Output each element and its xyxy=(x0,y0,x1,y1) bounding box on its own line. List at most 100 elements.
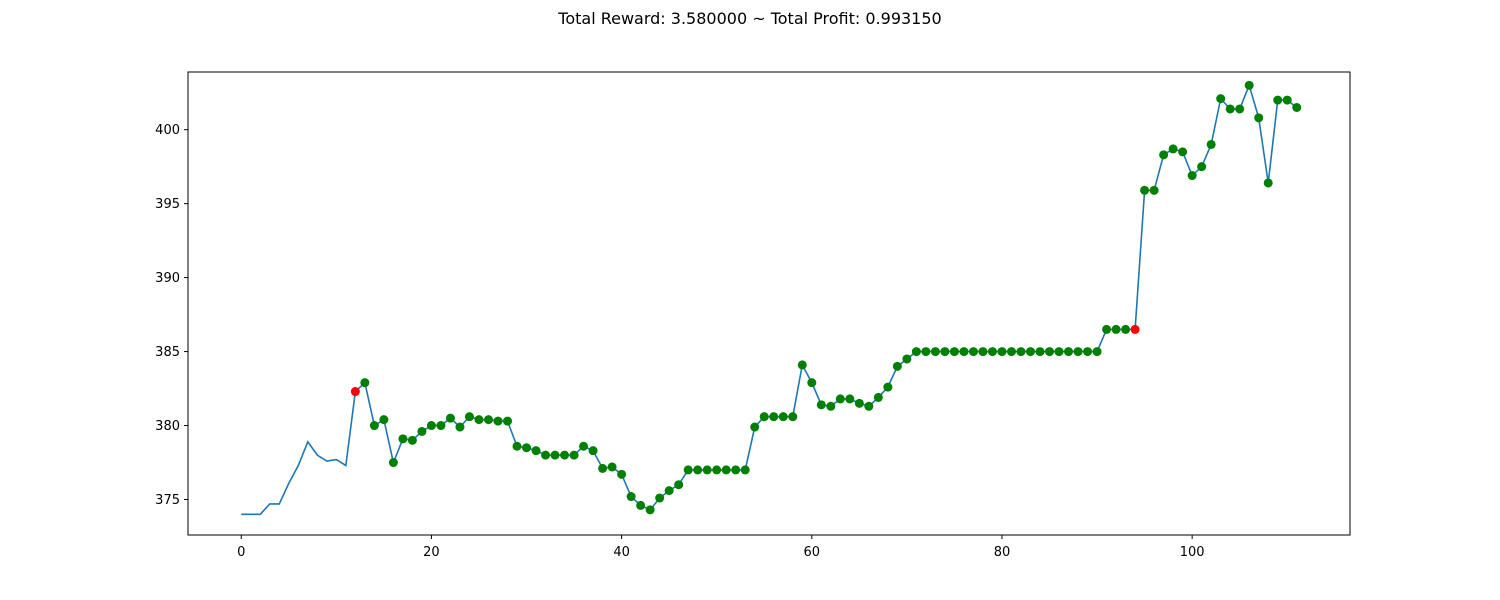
long-position-marker xyxy=(655,493,665,503)
long-position-marker xyxy=(987,347,997,357)
short-position-marker xyxy=(350,387,360,397)
long-position-marker xyxy=(417,426,427,436)
long-position-marker xyxy=(873,392,883,402)
long-position-marker xyxy=(1159,150,1169,160)
long-position-marker xyxy=(1111,324,1121,334)
long-position-marker xyxy=(1187,171,1197,181)
long-position-marker xyxy=(1254,113,1264,123)
y-axis: 375 380 385 390 395 400 xyxy=(155,123,188,508)
long-position-marker xyxy=(750,422,760,432)
long-position-marker xyxy=(1273,95,1283,105)
x-tick-label: 0 xyxy=(237,545,245,560)
long-position-marker xyxy=(445,413,455,423)
long-position-marker xyxy=(1073,347,1083,357)
long-position-marker xyxy=(1121,324,1131,334)
long-position-marker xyxy=(464,412,474,422)
x-tick-label: 80 xyxy=(994,545,1011,560)
chart-title: Total Reward: 3.580000 ~ Total Profit: 0… xyxy=(558,9,942,28)
plot-frame xyxy=(187,71,1351,536)
long-position-marker xyxy=(379,415,389,425)
long-position-marker xyxy=(1064,347,1074,357)
long-position-marker xyxy=(493,416,503,426)
long-position-marker xyxy=(940,347,950,357)
long-position-marker xyxy=(797,360,807,370)
y-tick-label: 380 xyxy=(155,419,180,434)
long-position-marker xyxy=(911,347,921,357)
long-position-marker xyxy=(1054,347,1064,357)
long-position-marker xyxy=(512,441,522,451)
long-position-marker xyxy=(474,415,484,425)
long-position-marker xyxy=(1083,347,1093,357)
long-position-marker xyxy=(1206,139,1216,149)
long-position-marker xyxy=(1197,162,1207,172)
y-tick-label: 400 xyxy=(155,123,180,138)
long-position-marker xyxy=(626,492,636,502)
long-position-marker xyxy=(921,347,931,357)
long-position-marker xyxy=(1006,347,1016,357)
long-position-marker xyxy=(997,347,1007,357)
short-position-marker xyxy=(1130,324,1140,334)
price-line xyxy=(241,82,1298,516)
long-position-marker xyxy=(1244,80,1254,90)
long-position-marker xyxy=(1178,147,1188,157)
y-tick-label: 385 xyxy=(155,345,180,360)
long-position-marker xyxy=(598,463,608,473)
long-position-marker xyxy=(949,347,959,357)
long-position-marker xyxy=(1292,103,1302,113)
long-position-marker xyxy=(483,415,493,425)
position-markers xyxy=(350,80,1302,515)
long-position-marker xyxy=(683,465,693,475)
long-position-marker xyxy=(607,462,617,472)
long-position-marker xyxy=(826,401,836,411)
long-position-marker xyxy=(1102,324,1112,334)
long-position-marker xyxy=(531,446,541,456)
long-position-marker xyxy=(883,382,893,392)
long-position-marker xyxy=(693,465,703,475)
long-position-marker xyxy=(1216,94,1226,104)
long-position-marker xyxy=(778,412,788,422)
long-position-marker xyxy=(759,412,769,422)
long-position-marker xyxy=(1140,185,1150,195)
long-position-marker xyxy=(645,505,655,515)
long-position-marker xyxy=(1016,347,1026,357)
long-position-marker xyxy=(816,400,826,410)
long-position-marker xyxy=(1235,104,1245,114)
long-position-marker xyxy=(930,347,940,357)
long-position-marker xyxy=(674,480,684,490)
long-position-marker xyxy=(807,378,817,388)
x-tick-label: 100 xyxy=(1180,545,1205,560)
long-position-marker xyxy=(864,401,874,411)
long-position-marker xyxy=(522,443,532,453)
x-tick-label: 40 xyxy=(613,545,630,560)
long-position-marker xyxy=(503,416,513,426)
long-position-marker xyxy=(636,500,646,510)
long-position-marker xyxy=(541,450,551,460)
long-position-marker xyxy=(769,412,779,422)
long-position-marker xyxy=(702,465,712,475)
long-position-marker xyxy=(902,354,912,364)
long-position-marker xyxy=(959,347,969,357)
long-position-marker xyxy=(398,434,408,444)
long-position-marker xyxy=(978,347,988,357)
long-position-marker xyxy=(407,435,417,445)
long-position-marker xyxy=(1045,347,1055,357)
long-position-marker xyxy=(617,469,627,479)
long-position-marker xyxy=(854,398,864,408)
long-position-marker xyxy=(426,421,436,431)
long-position-marker xyxy=(455,422,465,432)
long-position-marker xyxy=(436,421,446,431)
long-position-marker xyxy=(1168,144,1178,154)
long-position-marker xyxy=(569,450,579,460)
long-position-marker xyxy=(360,378,370,388)
long-position-marker xyxy=(1149,185,1159,195)
long-position-marker xyxy=(664,486,674,496)
long-position-marker xyxy=(721,465,731,475)
long-position-marker xyxy=(1263,178,1273,188)
long-position-marker xyxy=(1225,104,1235,114)
long-position-marker xyxy=(588,446,598,456)
x-axis: 0 20 40 60 80 100 xyxy=(237,535,1205,560)
long-position-marker xyxy=(731,465,741,475)
long-position-marker xyxy=(369,421,379,431)
long-position-marker xyxy=(892,361,902,371)
x-tick-label: 60 xyxy=(804,545,821,560)
